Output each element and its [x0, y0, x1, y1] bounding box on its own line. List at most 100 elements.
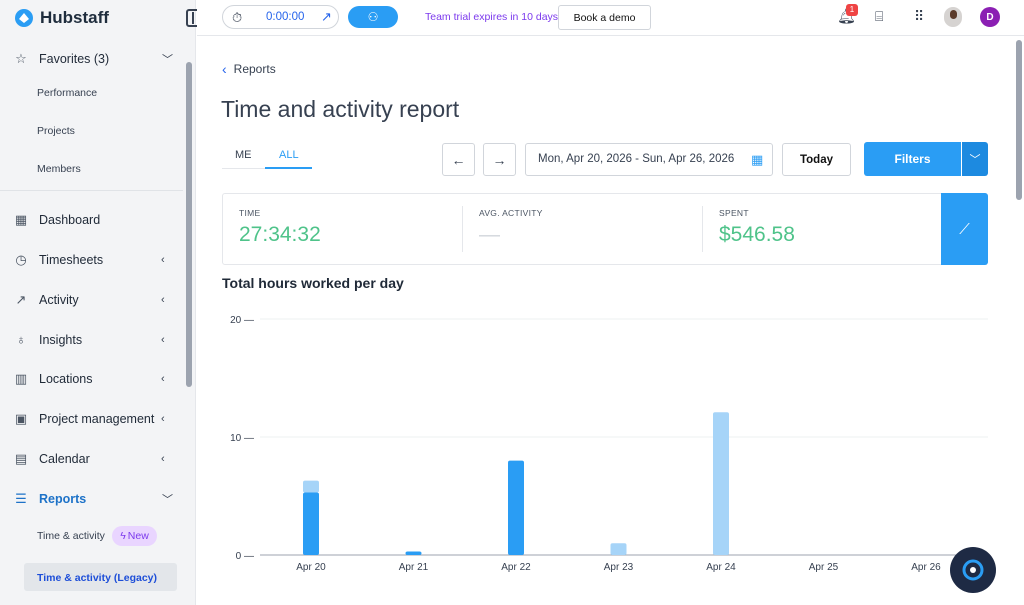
user-photo-avatar[interactable]	[944, 7, 962, 27]
x-tick-label: Apr 26	[911, 562, 941, 573]
sidebar: Hubstaff ☆ Favorites (3) ﹀ Performance P…	[0, 0, 196, 605]
calendar-icon: ▤	[14, 451, 28, 466]
sidebar-item-label: Timesheets	[39, 253, 104, 267]
bar-apr-22	[508, 460, 524, 555]
stat-time-label: TIME	[239, 208, 261, 218]
today-button[interactable]: Today	[782, 143, 851, 176]
sidebar-item-favorites[interactable]: ☆ Favorites (3) ﹀	[0, 44, 183, 74]
chevron-left-icon: ‹	[161, 453, 165, 465]
add-user-button[interactable]: ⚇	[348, 6, 398, 28]
stat-activity-value: —	[479, 223, 500, 246]
reports-icon: ☰	[15, 491, 27, 506]
sidebar-item-locations[interactable]: ▥ Locations ‹	[0, 364, 183, 394]
chart-toggle-button[interactable]: ⟋	[941, 193, 988, 265]
bar-apr-21	[405, 551, 422, 555]
y-tick-label: 20 —	[230, 315, 254, 326]
stopwatch-icon: ⏱	[232, 10, 243, 25]
sidebar-item-insights[interactable]: ♁ Insights ‹	[0, 325, 183, 355]
reports-time-activity[interactable]: Time & activity	[37, 530, 105, 542]
hubstaff-logo-icon	[15, 9, 33, 27]
timer-value: 0:00:00	[266, 11, 305, 23]
x-tick-label: Apr 21	[399, 562, 429, 573]
add-user-icon: ⚇	[367, 10, 379, 24]
open-arrow-icon[interactable]: ↗	[321, 9, 332, 24]
chevron-down-icon: ﹀	[162, 494, 173, 506]
stat-activity-label: AVG. ACTIVITY	[479, 208, 543, 218]
line-chart-icon: ⟋	[959, 220, 970, 238]
x-tick-label: Apr 23	[604, 562, 634, 573]
main-scrollbar[interactable]	[1016, 40, 1022, 200]
hubstaff-assist-icon	[962, 559, 984, 581]
new-badge-label: New	[127, 530, 149, 542]
hubstaff-logo[interactable]: Hubstaff	[14, 8, 109, 28]
page-title: Time and activity report	[221, 96, 460, 122]
help-chat-button[interactable]	[950, 547, 996, 593]
chevron-left-icon: ‹	[161, 294, 165, 306]
previous-week-button[interactable]: ←	[442, 143, 475, 176]
sidebar-item-dashboard[interactable]: ▦ Dashboard	[0, 205, 183, 235]
new-badge: ϟ New	[112, 526, 157, 546]
tab-all[interactable]: ALL	[279, 149, 299, 161]
filters-dropdown-button[interactable]: ﹀	[962, 142, 988, 176]
lightning-icon: ϟ	[120, 530, 126, 542]
date-range-value: Mon, Apr 20, 2026 - Sun, Apr 26, 2026	[538, 153, 735, 165]
sidebar-item-label: Calendar	[39, 452, 90, 466]
notification-badge: 1	[846, 4, 858, 16]
calendar-icon: ▦	[751, 152, 764, 167]
clock-icon: ◷	[15, 252, 27, 267]
sidebar-item-label: Project management	[39, 412, 155, 426]
y-tick-label: 0 —	[236, 551, 254, 562]
bar-apr-20	[303, 492, 319, 555]
y-tick-label: 10 —	[230, 433, 254, 444]
sidebar-item-activity[interactable]: ↗ Activity ‹	[0, 285, 183, 315]
apps-grid-icon[interactable]: ⠿	[914, 8, 924, 24]
timer-widget[interactable]: ⏱ 0:00:00 ↗	[222, 5, 339, 29]
summary-stats: TIME 27:34:32 AVG. ACTIVITY — SPENT $546…	[222, 193, 988, 265]
sidebar-item-timesheets[interactable]: ◷ Timesheets ‹	[0, 245, 183, 275]
favorite-members[interactable]: Members	[37, 163, 81, 175]
favorite-performance[interactable]: Performance	[37, 87, 98, 99]
avatar[interactable]: D	[980, 7, 1000, 27]
sidebar-item-label: Activity	[39, 293, 79, 307]
active-tab-indicator	[265, 167, 312, 169]
back-to-reports-link[interactable]: Reports	[233, 62, 276, 76]
book-demo-button[interactable]: Book a demo	[558, 5, 651, 30]
chart-title: Total hours worked per day	[222, 275, 404, 291]
stat-time-value: 27:34:32	[239, 223, 321, 246]
reports-time-activity-legacy[interactable]: Time & activity (Legacy)	[37, 572, 158, 584]
tab-me[interactable]: ME	[235, 149, 252, 161]
map-icon: ▥	[14, 371, 28, 386]
x-tick-label: Apr 25	[809, 562, 839, 573]
sidebar-item-reports[interactable]: ☰ Reports ﹀	[0, 484, 183, 514]
breadcrumb[interactable]: ‹ Reports	[222, 61, 276, 77]
stat-spent-label: SPENT	[719, 208, 749, 218]
arrow-left-icon: ←	[451, 151, 466, 168]
sidebar-item-project-management[interactable]: ▣ Project management ‹	[0, 404, 183, 434]
stat-divider	[462, 206, 463, 252]
gift-icon[interactable]: ⌸	[875, 8, 884, 24]
sidebar-item-label: Dashboard	[39, 213, 101, 227]
date-range-picker[interactable]: Mon, Apr 20, 2026 - Sun, Apr 26, 2026 ▦	[525, 143, 773, 176]
x-tick-label: Apr 24	[706, 562, 736, 573]
chevron-down-icon: ﹀	[162, 54, 173, 66]
dashboard-icon: ▦	[14, 212, 28, 227]
chevron-down-icon: ﹀	[969, 154, 981, 166]
filters-button[interactable]: Filters	[864, 142, 961, 176]
chevron-left-icon: ‹	[222, 61, 227, 77]
favorite-projects[interactable]: Projects	[37, 125, 75, 137]
sidebar-item-label: Insights	[39, 333, 83, 347]
next-week-button[interactable]: →	[483, 143, 516, 176]
brand-name: Hubstaff	[40, 8, 109, 27]
chevron-left-icon: ‹	[161, 413, 165, 425]
stat-divider	[702, 206, 703, 252]
trial-notice: Team trial expires in 10 days.	[425, 11, 561, 23]
bar-apr-20	[303, 480, 319, 493]
chevron-left-icon: ‹	[161, 254, 165, 266]
active-item-highlight	[24, 563, 177, 591]
sidebar-scrollbar[interactable]	[186, 62, 192, 387]
chevron-left-icon: ‹	[161, 373, 165, 385]
x-tick-label: Apr 22	[501, 562, 531, 573]
stat-spent-value: $546.58	[719, 223, 795, 246]
sidebar-item-calendar[interactable]: ▤ Calendar ‹	[0, 444, 183, 474]
star-icon: ☆	[15, 51, 27, 66]
